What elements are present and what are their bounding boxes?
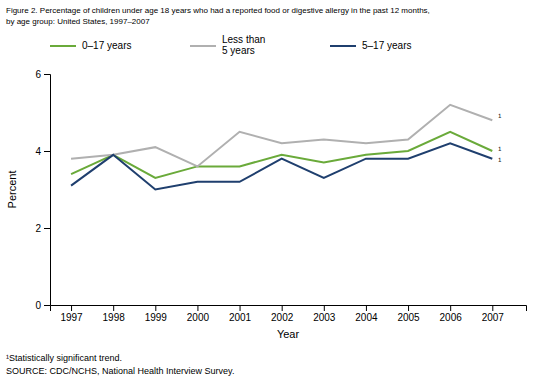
- legend-label: Less than5 years: [222, 34, 265, 56]
- y-tick: 2: [35, 223, 50, 234]
- x-tick: 2003: [313, 305, 336, 323]
- x-tick: 1999: [145, 305, 168, 323]
- x-tick: 2006: [440, 305, 463, 323]
- legend-item: 5–17 years: [330, 40, 411, 51]
- x-tick: 2004: [355, 305, 378, 323]
- series-line: [71, 105, 492, 167]
- title: Figure 2. Percentage of children under a…: [6, 6, 430, 15]
- annotations: ¹¹¹: [498, 112, 501, 167]
- x-tick: 2000: [187, 305, 210, 323]
- y-tick: 6: [35, 69, 50, 80]
- annotation: ¹: [498, 112, 501, 122]
- legend-label-line: 0–17 years: [82, 40, 131, 51]
- footnote: SOURCE: CDC/NCHS, National Health Interv…: [6, 366, 234, 376]
- x-tick-mark: [450, 305, 451, 311]
- x-tick-label: 2003: [313, 312, 336, 323]
- x-tick-mark: [324, 305, 325, 311]
- x-tick-mark: [366, 305, 367, 311]
- series-line: [71, 143, 492, 189]
- chart: Figure 2. Percentage of children under a…: [0, 0, 560, 383]
- x-tick-mark: [197, 305, 198, 311]
- y-tick-mark: [44, 74, 50, 75]
- x-tick-label: 1997: [60, 312, 83, 323]
- x-tick-label: 2004: [355, 312, 378, 323]
- x-tick-mark: [113, 305, 114, 311]
- x-tick-mark: [240, 305, 241, 311]
- x-tick-label: 1999: [145, 312, 168, 323]
- y-tick-mark: [44, 151, 50, 152]
- x-axis-title: Year: [277, 328, 300, 340]
- y-axis: 0 2 4 6: [35, 69, 50, 311]
- x-axis: 1997 1998 1999 2000 2001 2002 2003 2004 2005 2006…: [51, 305, 527, 323]
- legend-swatch: [330, 45, 356, 47]
- x-tick: 2001: [229, 305, 252, 323]
- annotation: ¹: [498, 145, 501, 155]
- x-tick: 1997: [60, 305, 83, 323]
- x-tick-label: 1998: [103, 312, 126, 323]
- legend-swatch: [190, 45, 216, 47]
- legend-label-line: 5 years: [222, 45, 255, 56]
- y-tick-label: 4: [35, 146, 41, 157]
- y-tick-mark: [44, 228, 50, 229]
- legend-item: 0–17 years: [50, 40, 131, 51]
- legend-swatch: [50, 45, 76, 47]
- annotation: ¹: [498, 156, 501, 166]
- legend-label-line: 5–17 years: [362, 40, 411, 51]
- x-tick-mark: [282, 305, 283, 311]
- x-tick-label: 2007: [482, 312, 505, 323]
- x-tick-label: 2001: [229, 312, 252, 323]
- plot: 1997 1998 1999 2000 2001 2002 2003 2004 2005 2006…: [35, 69, 526, 323]
- y-tick: 4: [35, 146, 50, 157]
- y-tick-label: 6: [35, 69, 41, 80]
- x-tick: 2007: [482, 305, 505, 323]
- x-tick: 2005: [397, 305, 420, 323]
- x-axis-line: [51, 306, 527, 312]
- x-tick-label: 2002: [271, 312, 294, 323]
- x-tick-mark: [408, 305, 409, 311]
- x-tick: 1998: [103, 305, 126, 323]
- y-tick-mark: [44, 305, 50, 306]
- legend-label: 5–17 years: [362, 40, 411, 51]
- y-axis-title: Percent: [6, 171, 18, 209]
- y-tick-label: 2: [35, 223, 41, 234]
- x-tick-label: 2005: [397, 312, 420, 323]
- x-tick: 2002: [271, 305, 294, 323]
- legend-label: 0–17 years: [82, 40, 131, 51]
- legend-label-line: Less than: [222, 34, 265, 45]
- x-tick-mark: [155, 305, 156, 311]
- footnote: ¹Statistically significant trend.: [6, 353, 122, 363]
- legend: 0–17 years Less than5 years 5–17 years: [50, 34, 411, 56]
- subtitle: by age group: United States, 1997–2007: [6, 17, 150, 26]
- y-tick: 0: [35, 300, 50, 311]
- legend-item: Less than5 years: [190, 34, 265, 56]
- x-tick-mark: [492, 305, 493, 311]
- y-axis-line: [44, 75, 51, 306]
- x-tick-label: 2000: [187, 312, 210, 323]
- x-tick-mark: [71, 305, 72, 311]
- x-tick-label: 2006: [440, 312, 463, 323]
- y-tick-label: 0: [35, 300, 41, 311]
- lines: [71, 105, 492, 190]
